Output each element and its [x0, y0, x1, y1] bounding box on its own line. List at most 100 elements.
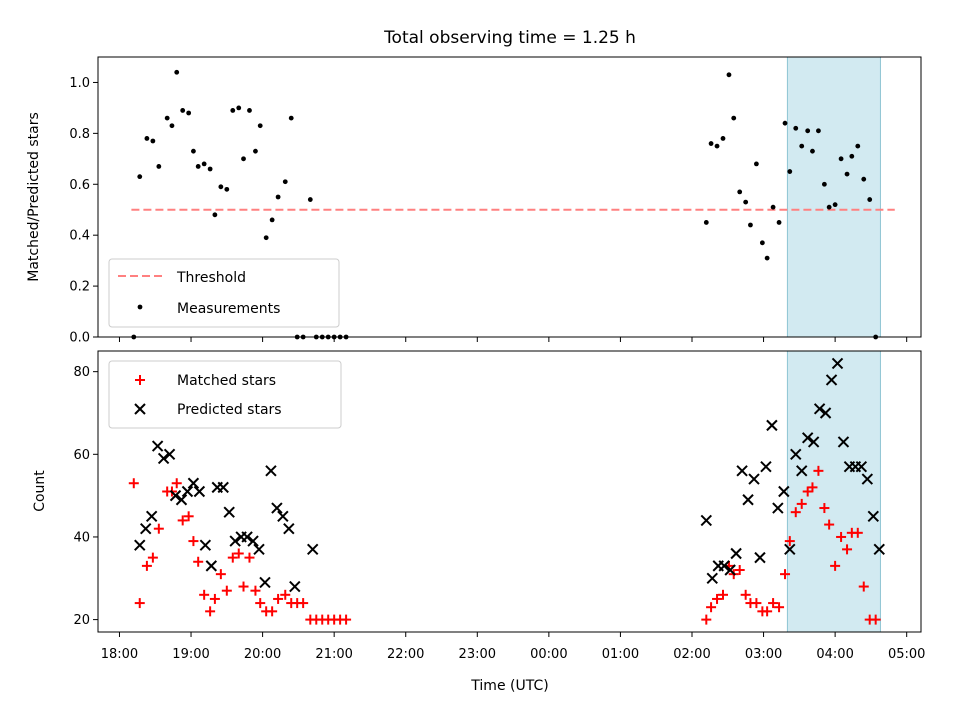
predicted-star-marker: [724, 564, 736, 576]
matched-star-marker: [768, 598, 779, 609]
predicted-star-marker: [831, 357, 844, 370]
measurement-point: [263, 235, 269, 241]
measurement-point: [764, 255, 770, 261]
predicted-star-marker: [187, 477, 200, 489]
measurement-point: [782, 120, 788, 126]
predicted-star-marker: [873, 543, 885, 556]
measurement-point: [195, 164, 201, 169]
predicted-star-marker: [217, 481, 229, 494]
predicted-star-marker: [790, 448, 802, 461]
matched-star-marker: [751, 598, 762, 609]
matched-star-marker: [852, 527, 863, 538]
measurement-point: [307, 197, 313, 202]
predicted-star-marker: [271, 502, 283, 514]
ratio-panel: Total observing time = 1.25 h 0.00.20.40…: [26, 28, 922, 346]
matched-star-marker: [183, 511, 194, 522]
predicted-star-marker: [748, 473, 760, 485]
matched-star-marker: [134, 598, 145, 609]
predicted-star-marker: [134, 539, 146, 551]
predicted-star-marker: [855, 460, 868, 473]
measurement-point: [849, 153, 855, 159]
measurement-point: [257, 123, 263, 129]
matched-star-marker: [813, 465, 824, 476]
matched-star-marker: [780, 569, 791, 580]
matched-star-marker: [205, 606, 216, 617]
matched-star-marker: [774, 602, 785, 613]
matched-star-marker: [238, 581, 249, 592]
matched-star-marker: [718, 589, 729, 600]
top-y-tick-label: 0.4: [69, 229, 90, 244]
measurement-point: [748, 222, 753, 228]
legend-threshold-label: Threshold: [176, 270, 246, 286]
measurement-point: [224, 186, 230, 192]
bottom-y-tick-label: 80: [73, 365, 90, 380]
measurement-point: [726, 72, 732, 78]
predicted-star-marker: [265, 465, 277, 477]
x-tick-label: 22:00: [387, 647, 424, 662]
matched-star-marker: [244, 552, 255, 563]
predicted-star-marker: [259, 576, 271, 589]
matched-star-marker: [273, 593, 284, 604]
matched-star-marker: [784, 536, 795, 547]
matched-star-marker: [824, 519, 835, 530]
x-tick-label: 00:00: [530, 647, 567, 662]
bottom-legend: Matched stars Predicted stars: [108, 360, 342, 429]
bottom-y-tick-label: 40: [73, 530, 90, 545]
top-axis-layer: 0.0 0.2 0.4 0.6 0.8 1.0: [69, 76, 908, 346]
bottom-y-tick-label: 20: [73, 613, 90, 628]
measurement-point: [832, 202, 838, 208]
measurement-point: [174, 69, 180, 75]
matched-star-marker: [193, 556, 204, 567]
measurement-point: [799, 143, 805, 149]
matched-star-marker: [215, 569, 226, 580]
matched-star-marker: [128, 478, 139, 489]
bottom-highlight-layer: [786, 350, 881, 633]
matched-star-marker: [807, 482, 818, 493]
predicted-star-marker: [766, 419, 778, 432]
matched-star-marker: [153, 523, 164, 534]
predicted-star-marker: [819, 407, 832, 419]
predicted-star-marker: [157, 452, 170, 465]
matched-star-marker: [712, 593, 723, 604]
x-tick-label: 04:00: [816, 647, 853, 662]
predicted-star-marker: [205, 560, 218, 572]
measurement-point: [793, 125, 799, 131]
top-y-axis-label: Matched/Predicted stars: [26, 112, 42, 282]
matched-star-marker: [819, 503, 830, 514]
predicted-star-marker: [861, 473, 874, 485]
measurement-point: [855, 143, 861, 149]
measurement-point: [212, 212, 218, 218]
x-axis-label: Time (UTC): [470, 678, 548, 694]
predicted-star-marker: [241, 531, 253, 543]
measurement-point: [867, 197, 873, 202]
predicted-star-marker: [706, 572, 718, 584]
measurement-point: [169, 123, 175, 129]
predicted-star-marker: [796, 465, 808, 477]
measurement-point: [218, 184, 224, 190]
measurement-point: [207, 166, 213, 172]
predicted-star-marker: [306, 543, 319, 556]
x-tick-label: 03:00: [745, 647, 782, 662]
matched-star-marker: [830, 560, 841, 571]
matched-star-marker: [796, 498, 807, 509]
measurement-point: [861, 176, 867, 182]
predicted-star-marker: [754, 551, 766, 564]
matched-star-marker: [706, 602, 717, 613]
matched-star-marker: [209, 593, 220, 604]
predicted-star-marker: [283, 522, 295, 535]
matched-star-marker: [836, 531, 847, 542]
predicted-star-marker: [801, 432, 814, 444]
predicted-star-marker: [223, 506, 235, 518]
count-panel: 20 40 60 80 18:00 19:00 20:00 21:00 22:00 23:00 00…: [32, 350, 925, 694]
x-tick-label: 21:00: [315, 647, 352, 662]
bottom-axes-frame: [97, 350, 922, 633]
measurement-point: [826, 204, 832, 210]
measurement-point: [810, 148, 815, 154]
matched-star-marker: [233, 548, 244, 559]
predicted-star-marker: [199, 539, 212, 551]
top-y-tick-label: 0.2: [69, 280, 90, 295]
bottom-y-axis-label: Count: [32, 470, 48, 512]
legend-predicted-label: Predicted stars: [177, 402, 282, 418]
count-points-layer: [128, 357, 885, 625]
predicted-star-marker: [778, 485, 790, 498]
